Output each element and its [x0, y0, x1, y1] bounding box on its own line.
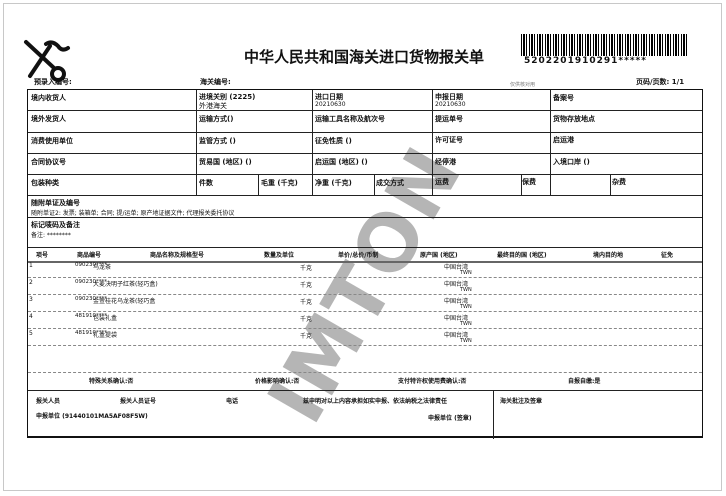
special-relation-confirm: 特殊关系确认:否 — [89, 378, 134, 385]
insurance-label: 保费 — [522, 178, 536, 186]
item-no: 3 — [29, 296, 33, 303]
import-date-value: 20210630 — [315, 101, 346, 108]
col-destination-country: 最终目的国 (地区) — [497, 252, 547, 259]
trade-country-label: 贸易国 (地区) () — [199, 158, 252, 166]
declaration-form — [27, 89, 703, 439]
declare-date-value: 20210630 — [435, 101, 466, 108]
item-name: 乌龙茶 — [93, 264, 112, 271]
entry-customs-label: 进境关别 (2225) — [199, 93, 256, 101]
stop-port-label: 经停港 — [435, 158, 456, 166]
col-origin: 原产国 (地区) — [420, 252, 458, 259]
item-no: 2 — [29, 279, 33, 286]
item-name: 金萱桂花乌龙茶(轻巧盒 — [93, 298, 156, 305]
declare-unit-seal: 申报单位 (签章) — [428, 415, 472, 422]
tiny-note: 仅供核对用 — [510, 82, 536, 88]
item-origin-code: TWN — [460, 321, 472, 327]
levy-nature-label: 征免性质 () — [315, 137, 352, 145]
self-declare-confirm: 自报自缴:是 — [568, 378, 601, 385]
attached-docs-value: 随附单证2: 发票; 装箱单; 合同; 提/运单; 原产地证据文件; 代理报关委… — [31, 210, 235, 217]
record-no-label: 备案号 — [553, 94, 574, 102]
item-code: 481910**** — [75, 313, 107, 319]
pieces-label: 件数 — [199, 179, 213, 187]
package-type-label: 包装种类 — [31, 179, 59, 187]
transport-mode-label: 运输方式() — [199, 115, 234, 123]
item-origin-code: TWN — [460, 304, 472, 310]
col-item-no: 项号 — [36, 252, 49, 259]
item-origin-code: TWN — [460, 270, 472, 276]
vessel-label: 运输工具名称及航次号 — [315, 115, 385, 123]
net-weight-label: 净重 (千克) — [315, 179, 352, 187]
item-code: 481910**** — [75, 330, 107, 336]
gross-weight-label: 毛重 (千克) — [261, 179, 298, 187]
barcode — [521, 34, 689, 56]
price-influence-confirm: 价格影响确认:否 — [255, 378, 300, 385]
item-no: 5 — [29, 330, 33, 337]
declarant-cert-label: 报关人员证号 — [120, 398, 157, 405]
item-name: 大麦决明子红茶(轻巧盒) — [93, 281, 158, 288]
contract-no-label: 合同协议号 — [31, 158, 66, 166]
consignee-label: 境内收货人 — [31, 94, 66, 102]
supervision-label: 监管方式 () — [199, 137, 236, 145]
col-qty-unit: 数量及单位 — [264, 252, 295, 259]
form-title: 中华人民共和国海关进口货物报关单 — [244, 48, 485, 66]
consumer-label: 消费使用单位 — [31, 137, 73, 145]
item-name: 包装礼盒 — [93, 315, 118, 322]
storage-place-label: 货物存放地点 — [553, 115, 595, 123]
col-levy: 征免 — [661, 252, 674, 259]
royalty-confirm: 支付特许权使用费确认:否 — [398, 378, 467, 385]
import-date-label: 进口日期 — [315, 93, 343, 101]
marks-value: 备注: ******** — [31, 232, 71, 239]
item-code: 090230**** — [75, 296, 107, 302]
phone-label: 电话 — [226, 398, 239, 405]
customs-emblem-logo — [24, 40, 70, 82]
origin-country-label: 启运国 (地区) () — [315, 158, 368, 166]
freight-label: 运费 — [435, 178, 449, 186]
item-origin: 中国台湾 — [444, 332, 469, 339]
item-origin: 中国台湾 — [444, 264, 469, 271]
item-name: 礼盒提袋 — [93, 332, 118, 339]
item-origin: 中国台湾 — [444, 281, 469, 288]
declarant-label: 报关人员 — [36, 398, 61, 405]
barcode-number: 5202201910291***** — [524, 56, 647, 66]
item-unit: 千克 — [300, 316, 313, 323]
col-domestic-destination: 境内目的地 — [593, 252, 624, 259]
marks-label: 标记唛码及备注 — [31, 221, 80, 229]
item-code: 090230**** — [75, 279, 107, 285]
col-code: 商品编号 — [77, 252, 102, 259]
item-unit: 千克 — [300, 299, 313, 306]
customs-approval-label: 海关批注及签章 — [500, 398, 543, 405]
misc-fee-label: 杂费 — [612, 178, 626, 186]
item-origin: 中国台湾 — [444, 315, 469, 322]
item-unit: 千克 — [300, 333, 313, 340]
pre-entry-no-label: 预录入编号: — [34, 78, 72, 86]
entry-customs-value: 外港海关 — [199, 102, 227, 110]
col-name: 商品名称及规格型号 — [150, 252, 205, 259]
page-number: 页码/页数: 1/1 — [636, 78, 685, 86]
declare-unit: 申报单位 (91440101MA5AF08F5W) — [36, 413, 148, 420]
item-unit: 千克 — [300, 282, 313, 289]
item-no: 4 — [29, 313, 33, 320]
item-origin-code: TWN — [460, 287, 472, 293]
item-origin: 中国台湾 — [444, 298, 469, 305]
entry-port-label: 入境口岸 () — [553, 158, 590, 166]
item-unit: 千克 — [300, 265, 313, 272]
item-code: 090230**** — [75, 262, 107, 268]
statement: 兹申明对以上内容承担如实申报、依法纳税之法律责任 — [303, 398, 448, 405]
consignor-label: 境外发货人 — [31, 115, 66, 123]
attached-docs-label: 随附单证及编号 — [31, 199, 80, 207]
deal-mode-label: 成交方式 — [376, 179, 404, 187]
item-origin-code: TWN — [460, 338, 472, 344]
declare-date-label: 申报日期 — [435, 93, 463, 101]
departure-port-label: 启运港 — [553, 136, 574, 144]
license-no-label: 许可证号 — [435, 136, 463, 144]
customs-no-label: 海关编号: — [200, 78, 231, 86]
item-no: 1 — [29, 262, 33, 269]
col-price: 单价/总价/币制 — [338, 252, 379, 259]
bill-no-label: 提运单号 — [435, 115, 463, 123]
